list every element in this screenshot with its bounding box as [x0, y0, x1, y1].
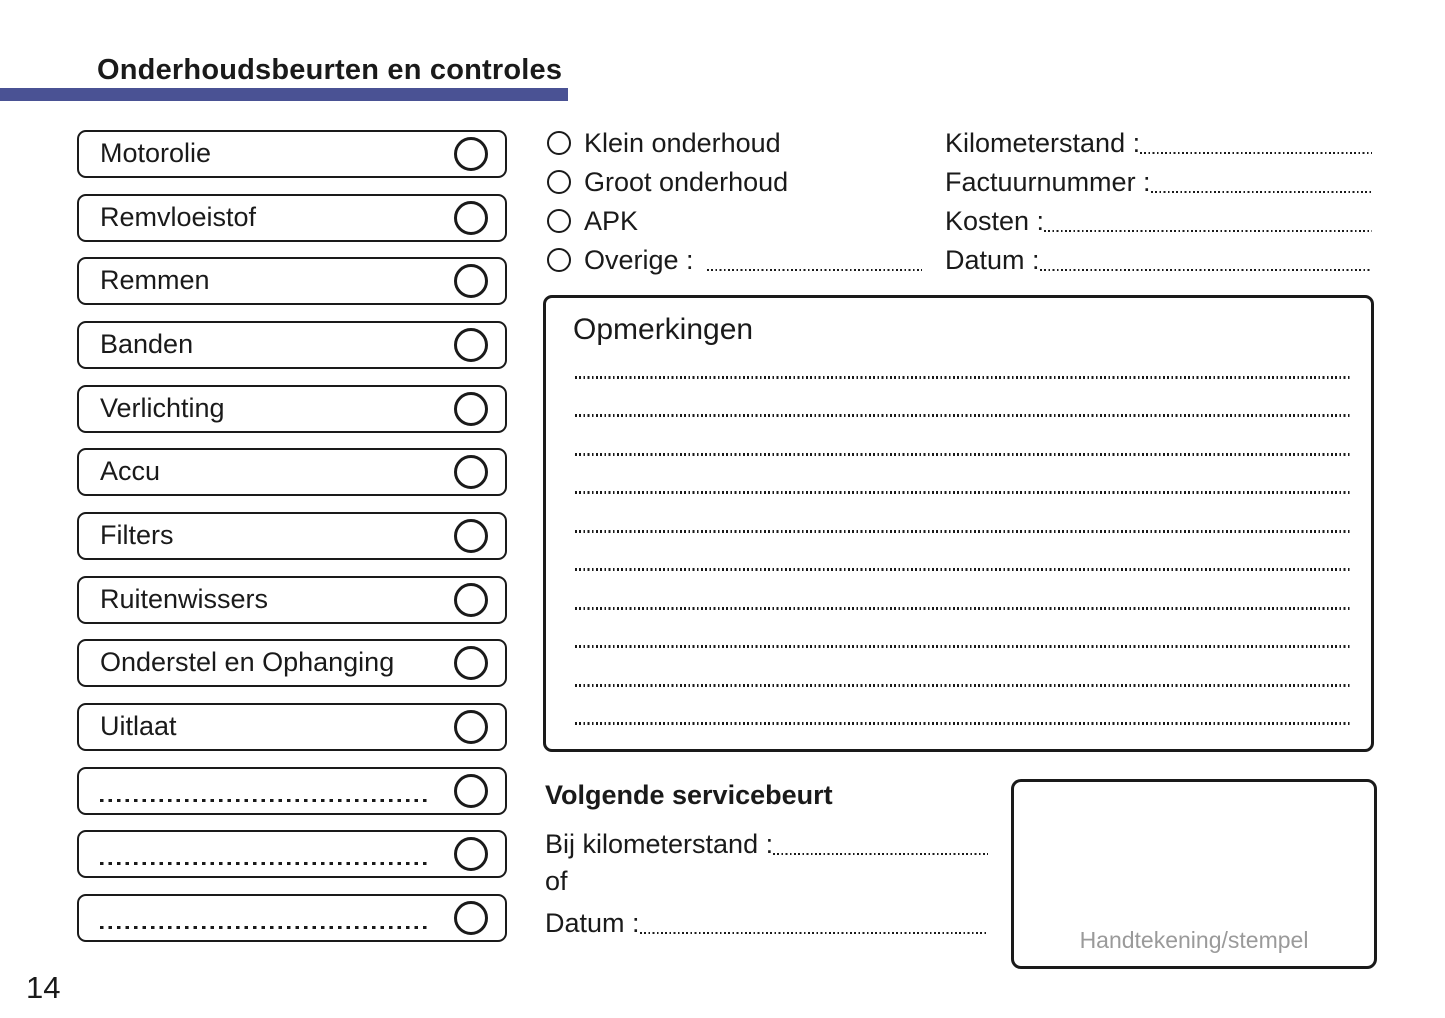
- check-circle-icon[interactable]: [454, 646, 488, 680]
- check-circle-icon[interactable]: [454, 328, 488, 362]
- check-circle-icon[interactable]: [454, 201, 488, 235]
- checklist-item-label: Motorolie: [100, 137, 212, 168]
- service-option-label: APK: [584, 205, 639, 236]
- page-number: 14: [26, 970, 61, 1005]
- check-circle-icon[interactable]: [454, 710, 488, 744]
- signature-label: Handtekening/stempel: [1079, 927, 1309, 953]
- service-option-apk[interactable]: APK: [547, 202, 638, 240]
- service-option-groot-onderhoud[interactable]: Groot onderhoud: [547, 163, 788, 201]
- field-kilometerstand: Kilometerstand :: [945, 123, 1372, 159]
- checklist-item-onderstel-en-ophanging: Onderstel en Ophanging: [77, 639, 507, 687]
- overige-write-in-line[interactable]: [706, 268, 922, 271]
- write-in-line[interactable]: [100, 798, 430, 802]
- remarks-write-in-line[interactable]: [575, 414, 1351, 417]
- radio-circle-icon[interactable]: [547, 248, 571, 272]
- remarks-box: Opmerkingen: [543, 295, 1374, 752]
- field-label: Kosten :: [945, 206, 1045, 237]
- checklist-item-label: Remmen: [100, 264, 210, 295]
- remarks-write-in-line[interactable]: [575, 568, 1351, 571]
- field-label: Bij kilometerstand :: [545, 829, 774, 860]
- check-circle-icon[interactable]: [454, 392, 488, 426]
- check-circle-icon[interactable]: [454, 519, 488, 553]
- checklist-item-label: Banden: [100, 328, 194, 359]
- service-option-label: Groot onderhoud: [584, 166, 789, 197]
- remarks-title: Opmerkingen: [573, 313, 754, 346]
- signature-box[interactable]: Handtekening/stempel: [1011, 779, 1377, 969]
- factuurnummer-write-in-line[interactable]: [1150, 190, 1372, 193]
- remarks-write-in-line[interactable]: [575, 722, 1351, 725]
- field-label: Factuurnummer :: [945, 167, 1151, 198]
- remarks-write-in-line[interactable]: [575, 376, 1351, 379]
- checklist-item-motorolie: Motorolie: [77, 130, 507, 178]
- or-label: of: [545, 866, 568, 896]
- page-title: Onderhoudsbeurten en controles: [97, 54, 563, 86]
- radio-circle-icon[interactable]: [547, 131, 571, 155]
- remarks-write-in-line[interactable]: [575, 607, 1351, 610]
- checklist-item-label: Verlichting: [100, 392, 225, 423]
- checklist-item-uitlaat: Uitlaat: [77, 703, 507, 751]
- check-circle-icon[interactable]: [454, 774, 488, 808]
- service-option-label: Klein onderhoud: [584, 127, 781, 158]
- checklist-item-banden: Banden: [77, 321, 507, 369]
- checklist-item-label: Filters: [100, 519, 174, 550]
- check-circle-icon[interactable]: [454, 264, 488, 298]
- checklist-item-filters: Filters: [77, 512, 507, 560]
- service-option-klein-onderhoud[interactable]: Klein onderhoud: [547, 124, 781, 162]
- remarks-write-in-line[interactable]: [575, 645, 1351, 648]
- kosten-write-in-line[interactable]: [1044, 229, 1372, 232]
- field-kosten: Kosten :: [945, 201, 1372, 237]
- checklist-item-label: Uitlaat: [100, 710, 177, 741]
- next-service-date-row: Datum :: [545, 903, 988, 939]
- next-service-km-row: Bij kilometerstand :: [545, 824, 988, 860]
- check-circle-icon[interactable]: [454, 901, 488, 935]
- checklist-item-remvloeistof: Remvloeistof: [77, 194, 507, 242]
- field-factuurnummer: Factuurnummer :: [945, 162, 1372, 198]
- remarks-write-in-line[interactable]: [575, 491, 1351, 494]
- service-option-label: Overige :: [584, 244, 694, 275]
- check-circle-icon[interactable]: [454, 137, 488, 171]
- write-in-line[interactable]: [100, 861, 430, 865]
- radio-circle-icon[interactable]: [547, 209, 571, 233]
- radio-circle-icon[interactable]: [547, 170, 571, 194]
- field-label: Datum :: [945, 245, 1040, 276]
- checklist-item-writein-1: [77, 767, 507, 815]
- next-km-write-in-line[interactable]: [773, 852, 988, 855]
- kilometerstand-write-in-line[interactable]: [1140, 151, 1372, 154]
- checklist-item-label: Remvloeistof: [100, 201, 257, 232]
- checklist-item-accu: Accu: [77, 448, 507, 496]
- datum-write-in-line[interactable]: [1039, 268, 1372, 271]
- check-circle-icon[interactable]: [454, 455, 488, 489]
- field-label: Datum :: [545, 908, 640, 939]
- title-underline-bar: [0, 88, 568, 101]
- next-date-write-in-line[interactable]: [639, 931, 988, 934]
- service-option-overige[interactable]: Overige :: [547, 241, 922, 279]
- checklist-item-verlichting: Verlichting: [77, 385, 507, 433]
- checklist-item-writein-3: [77, 894, 507, 942]
- next-service-title: Volgende servicebeurt: [545, 780, 833, 810]
- checklist-item-ruitenwissers: Ruitenwissers: [77, 576, 507, 624]
- remarks-write-in-line[interactable]: [575, 530, 1351, 533]
- write-in-line[interactable]: [100, 925, 430, 929]
- checklist-item-label: Accu: [100, 455, 161, 486]
- checklist-item-label: Ruitenwissers: [100, 583, 269, 614]
- check-circle-icon[interactable]: [454, 583, 488, 617]
- field-label: Kilometerstand :: [945, 128, 1141, 159]
- checklist-item-remmen: Remmen: [77, 257, 507, 305]
- remarks-write-in-line[interactable]: [575, 453, 1351, 456]
- checklist-item-writein-2: [77, 830, 507, 878]
- remarks-write-in-line[interactable]: [575, 684, 1351, 687]
- field-datum: Datum :: [945, 240, 1372, 276]
- check-circle-icon[interactable]: [454, 837, 488, 871]
- checklist-item-label: Onderstel en Ophanging: [100, 646, 395, 677]
